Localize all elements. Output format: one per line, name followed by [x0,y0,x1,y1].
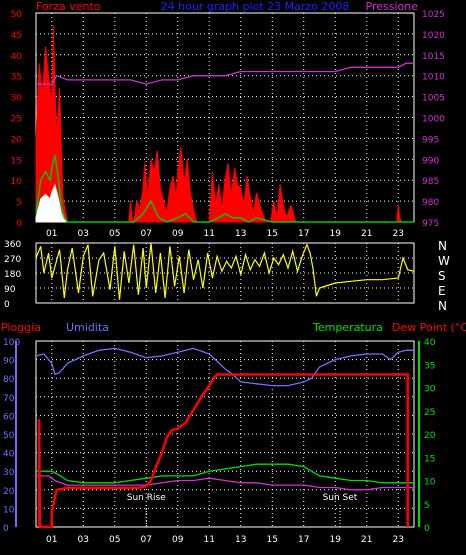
hour-tick-label: 09 [172,535,184,545]
wind-tick-label: 20 [11,135,23,145]
direction-tick-label: 90 [4,285,16,295]
compass-label: S [438,269,446,283]
wind-tick-label: 0 [16,219,22,229]
hour-tick-label: 17 [298,229,309,239]
humidity-tick-label: 90 [3,357,15,367]
direction-tick-label: 180 [4,270,21,280]
hour-tick-label: 23 [393,229,404,239]
dewpoint-label: Dew Point (°C) [392,321,466,334]
compass-label: W [438,254,450,268]
direction-tick-label: 360 [4,240,21,250]
pressure-line [36,62,414,85]
pressure-tick-label: 1010 [422,73,445,83]
sun-annotation: Sun Set [323,493,358,503]
hour-tick-label: 21 [361,229,372,239]
temperature-tick-label: 30 [424,385,436,395]
direction-tick-label: 270 [4,255,21,265]
hour-tick-label: 07 [141,229,152,239]
temperature-tick-label: 0 [424,524,430,534]
wind-tick-label: 45 [11,31,22,41]
hour-tick-label: 01 [46,229,57,239]
temperature-tick-label: 10 [424,478,436,488]
compass-label: N [438,239,447,253]
sun-annotation: Sun Rise [127,493,166,503]
wind-gust-line [35,154,414,223]
temperature-line [36,463,414,484]
wind-tick-label: 50 [11,10,23,20]
hour-tick-label: 05 [109,229,120,239]
wind-direction-line [35,242,415,300]
pressure-tick-label: 1000 [422,115,445,125]
wind-pressure-panel: Forza vento 24 hour graph plot 23 Marzo … [11,0,446,239]
hour-tick-label: 21 [361,535,372,545]
temperature-tick-label: 25 [424,408,435,418]
temperature-tick-label: 35 [424,361,435,371]
wind-tick-label: 40 [11,52,23,62]
hour-tick-label: 15 [267,229,278,239]
humidity-tick-label: 80 [3,375,15,385]
hour-tick-label: 17 [298,535,309,545]
rain-label: Pioggia [1,321,41,334]
wind-tick-label: 35 [11,73,22,83]
direction-tick-label: 0 [4,300,10,310]
hour-tick-label: 19 [330,535,342,545]
pressure-tick-label: 1005 [422,94,445,104]
rain-line [37,373,409,529]
hour-tick-label: 05 [109,535,120,545]
humidity-tick-label: 60 [3,412,15,422]
hour-tick-label: 13 [235,535,246,545]
temperature-tick-label: 20 [424,431,436,441]
wind-tick-label: 10 [11,177,23,187]
humidity-tick-label: 30 [3,468,15,478]
hour-tick-label: 03 [78,535,89,545]
wind-tick-label: 5 [16,198,22,208]
temperature-tick-label: 5 [424,501,430,511]
pressure-tick-label: 980 [422,198,439,208]
rain-humidity-temp-panel: Pioggia Umidita Temperatura Dew Point (°… [1,321,466,545]
humidity-tick-label: 70 [3,394,15,404]
temperature-label: Temperatura [312,321,383,334]
pressure-tick-label: 995 [422,135,439,145]
wind-tick-label: 15 [11,156,22,166]
wind-speed-area [35,25,407,224]
dewpoint-line [36,475,414,491]
compass-label: N [438,299,447,313]
humidity-tick-label: 10 [3,505,15,515]
compass-label: E [438,284,446,298]
pressure-tick-label: 985 [422,177,439,187]
chart-title: 24 hour graph plot 23 Marzo 2008 [161,0,350,13]
wind-tick-label: 25 [11,115,22,125]
pressure-tick-label: 1025 [422,10,445,20]
pressure-label: Pressione [366,0,419,13]
humidity-tick-label: 20 [3,487,15,497]
hour-tick-label: 03 [78,229,89,239]
humidity-line [35,347,414,387]
wind-label: Forza vento [36,0,101,13]
hour-tick-label: 11 [204,229,215,239]
humidity-tick-label: 100 [3,338,20,348]
gust-fill-white [35,183,70,223]
hour-tick-label: 19 [330,229,342,239]
humidity-tick-label: 40 [3,450,15,460]
hour-tick-label: 15 [267,535,278,545]
hour-tick-label: 13 [235,229,246,239]
pressure-tick-label: 975 [422,219,439,229]
hour-tick-label: 11 [204,535,215,545]
temperature-tick-label: 15 [424,454,435,464]
humidity-tick-label: 50 [3,431,15,441]
pressure-tick-label: 1020 [422,31,445,41]
temperature-tick-label: 40 [424,338,436,348]
wind-tick-label: 30 [11,94,23,104]
hour-tick-label: 07 [141,535,152,545]
pressure-tick-label: 990 [422,156,439,166]
hour-tick-label: 09 [172,229,184,239]
hour-tick-label: 01 [46,535,57,545]
humidity-label: Umidita [66,321,109,334]
humidity-tick-label: 0 [3,524,9,534]
pressure-tick-label: 1015 [422,52,445,62]
hour-tick-label: 23 [393,535,404,545]
